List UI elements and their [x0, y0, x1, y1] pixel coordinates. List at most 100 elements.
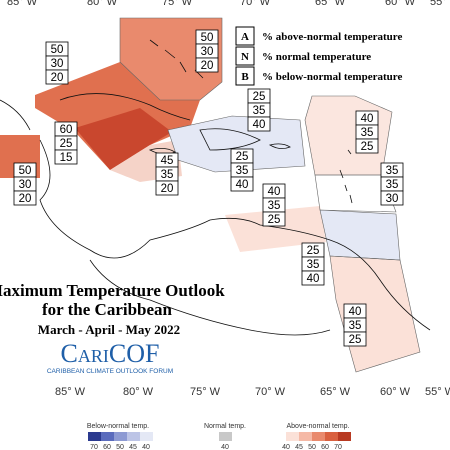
probability: 40: [307, 273, 320, 285]
longitude: 70° W: [240, 0, 271, 8]
region-box: 45 35 20: [155, 152, 179, 196]
longitude: 65° W: [320, 386, 351, 398]
box-cell: [230, 176, 254, 192]
title: for the Caribbean: [42, 300, 173, 319]
key-letter: A: [241, 31, 249, 43]
probability: 40: [253, 119, 266, 131]
probability: 15: [60, 152, 73, 164]
box-cell: [54, 149, 78, 165]
box-cell: [195, 57, 219, 73]
probability: 20: [161, 183, 174, 195]
logo: CariCOF: [61, 339, 160, 368]
probability: 35: [386, 179, 399, 191]
box-cell: [380, 190, 404, 206]
coastlines: [0, 39, 431, 336]
key: A % above-normal temperature N % normal tem…: [235, 26, 402, 86]
box-cell: [301, 270, 325, 286]
probability: 30: [201, 46, 214, 58]
probability: 40: [268, 186, 281, 198]
box-cell: [247, 116, 271, 132]
probability: 35: [268, 200, 281, 212]
box-cell: [343, 331, 367, 347]
colorbar-tick: 50: [308, 444, 316, 450]
colorbar-label: Normal temp.: [204, 423, 246, 430]
key-letter: B: [241, 71, 249, 83]
probability: 40: [361, 113, 374, 125]
longitude: 55° W: [430, 0, 450, 8]
key-box: [235, 26, 255, 46]
region-box: 40 35 25: [343, 303, 367, 347]
region-box: 25 35 40: [301, 242, 325, 286]
probability: 25: [236, 151, 249, 163]
colorbar-tick: 60: [103, 444, 111, 450]
colorbar-swatch: [219, 432, 232, 441]
region-box: 40 35 25: [262, 183, 286, 227]
colorbar-swatch: [114, 432, 127, 441]
longitude: 70° W: [255, 386, 286, 398]
probability: 25: [60, 138, 73, 150]
probability: 30: [51, 58, 64, 70]
probability: 40: [349, 306, 362, 318]
region-box: 50 30 20: [195, 29, 219, 73]
box-cell: [155, 180, 179, 196]
probability: 30: [386, 193, 399, 205]
probability: 25: [349, 334, 362, 346]
probability: 50: [201, 32, 214, 44]
colorbar-label: Below-normal temp.: [87, 423, 149, 430]
probability: 40: [236, 179, 249, 191]
probability: 50: [19, 165, 32, 177]
longitude: 60° W: [380, 386, 411, 398]
colorbar-swatch: [88, 432, 101, 441]
region-box: 25 35 40: [230, 148, 254, 192]
longitude: 55° W: [425, 386, 450, 398]
colorbar-swatch: [140, 432, 153, 441]
colorbar: Below-normal temp. Normal temp. Above-norm…: [87, 423, 351, 450]
longitudes: 85° W 80° W 75° W 70° W 65° W 60° W 55° W 85° W…: [7, 0, 450, 398]
key-text: % normal temperature: [262, 51, 371, 63]
longitude: 75° W: [190, 386, 221, 398]
longitude: 85° W: [55, 386, 86, 398]
title: Maximum Temperature Outlook: [0, 281, 225, 300]
probability: 35: [307, 259, 320, 271]
region: [305, 96, 392, 175]
colorbar-swatch: [127, 432, 140, 441]
longitude: 80° W: [87, 0, 118, 8]
region: [75, 108, 172, 170]
probability: 25: [253, 91, 266, 103]
longitude: 75° W: [162, 0, 193, 8]
region-box: 60 25 15: [54, 121, 78, 165]
colorbar-tick: 40: [282, 444, 290, 450]
box-cell: [13, 190, 37, 206]
colorbar-tick: 70: [90, 444, 98, 450]
longitude: 60° W: [385, 0, 416, 8]
box-cell: [45, 69, 69, 85]
region: [315, 175, 396, 212]
colorbar-tick: 40: [221, 444, 229, 450]
region-box: 35 35 30: [380, 162, 404, 206]
key-box: [235, 46, 255, 66]
probability: 35: [386, 165, 399, 177]
probability: 35: [361, 127, 374, 139]
probability: 35: [161, 169, 174, 181]
region-box: 40 35 25: [355, 110, 379, 154]
colorbar-swatch: [338, 432, 351, 441]
colorbar-tick: 60: [321, 444, 329, 450]
region-box: 50 30 20: [13, 162, 37, 206]
region-box: 25 35 40: [247, 88, 271, 132]
logo-subtitle: CARIBBEAN CLIMATE OUTLOOK FORUM: [47, 368, 173, 375]
colorbar-tick: 45: [129, 444, 137, 450]
probability: 20: [19, 193, 32, 205]
colorbar-swatch: [325, 432, 338, 441]
probability: 60: [60, 124, 73, 136]
probability: 20: [201, 60, 214, 72]
region-borders: [119, 17, 421, 373]
probability: 35: [236, 165, 249, 177]
region-boxes: 50 30 20 50 30 20 60 25 15 50 30 20 45 35 20 25 35 40 25 35…: [13, 29, 404, 347]
box-cell: [262, 211, 286, 227]
probability: 35: [349, 320, 362, 332]
probability: 25: [268, 214, 281, 226]
longitude: 80° W: [123, 386, 154, 398]
probability: 25: [361, 141, 374, 153]
probability: 35: [253, 105, 266, 117]
